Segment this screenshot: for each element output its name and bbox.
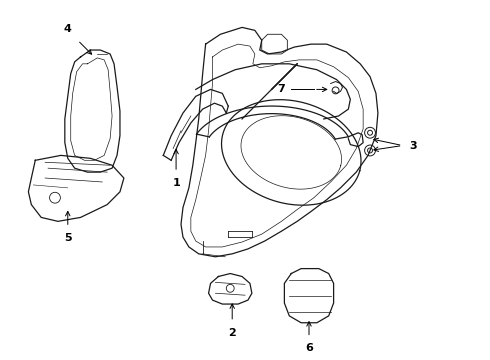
Text: 6: 6 <box>305 343 313 354</box>
Text: 4: 4 <box>64 24 72 34</box>
Text: 1: 1 <box>172 178 180 188</box>
Text: 5: 5 <box>64 233 72 243</box>
Text: 3: 3 <box>410 140 417 150</box>
Text: 7: 7 <box>277 84 285 94</box>
Text: 2: 2 <box>228 328 236 338</box>
